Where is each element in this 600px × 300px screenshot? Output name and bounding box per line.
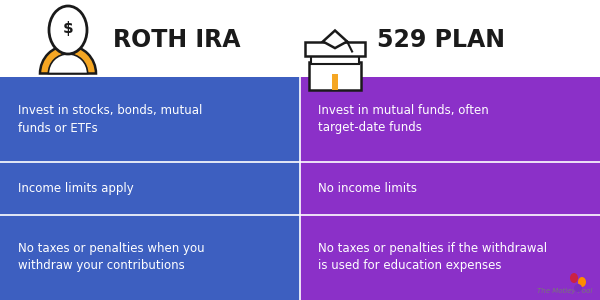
- Bar: [0, 162, 300, 214]
- Bar: [0, 0, 600, 76]
- Bar: [0, 76, 300, 162]
- Ellipse shape: [570, 273, 578, 283]
- Text: ROTH IRA: ROTH IRA: [113, 28, 241, 52]
- Wedge shape: [40, 46, 96, 74]
- Text: Invest in mutual funds, often
target-date funds: Invest in mutual funds, often target-dat…: [318, 104, 489, 134]
- Text: Income limits apply: Income limits apply: [18, 182, 134, 195]
- Bar: [309, 61, 361, 89]
- Text: 529 PLAN: 529 PLAN: [377, 28, 505, 52]
- Bar: [311, 53, 359, 64]
- Bar: [332, 74, 338, 89]
- Ellipse shape: [578, 277, 586, 287]
- Ellipse shape: [49, 6, 87, 54]
- Bar: [300, 76, 600, 162]
- Bar: [300, 214, 600, 300]
- Bar: [0, 214, 300, 300]
- Ellipse shape: [574, 284, 582, 292]
- Polygon shape: [323, 31, 347, 48]
- Text: Invest in stocks, bonds, mutual
funds or ETFs: Invest in stocks, bonds, mutual funds or…: [18, 104, 202, 134]
- Text: $: $: [62, 20, 73, 35]
- Text: No income limits: No income limits: [318, 182, 417, 195]
- Text: The Motley Fool: The Motley Fool: [536, 288, 592, 294]
- Text: No taxes or penalties when you
withdraw your contributions: No taxes or penalties when you withdraw …: [18, 242, 205, 272]
- Polygon shape: [332, 74, 338, 79]
- Bar: [300, 162, 600, 214]
- Text: No taxes or penalties if the withdrawal
is used for education expenses: No taxes or penalties if the withdrawal …: [318, 242, 547, 272]
- Bar: [305, 41, 365, 56]
- Wedge shape: [49, 54, 88, 74]
